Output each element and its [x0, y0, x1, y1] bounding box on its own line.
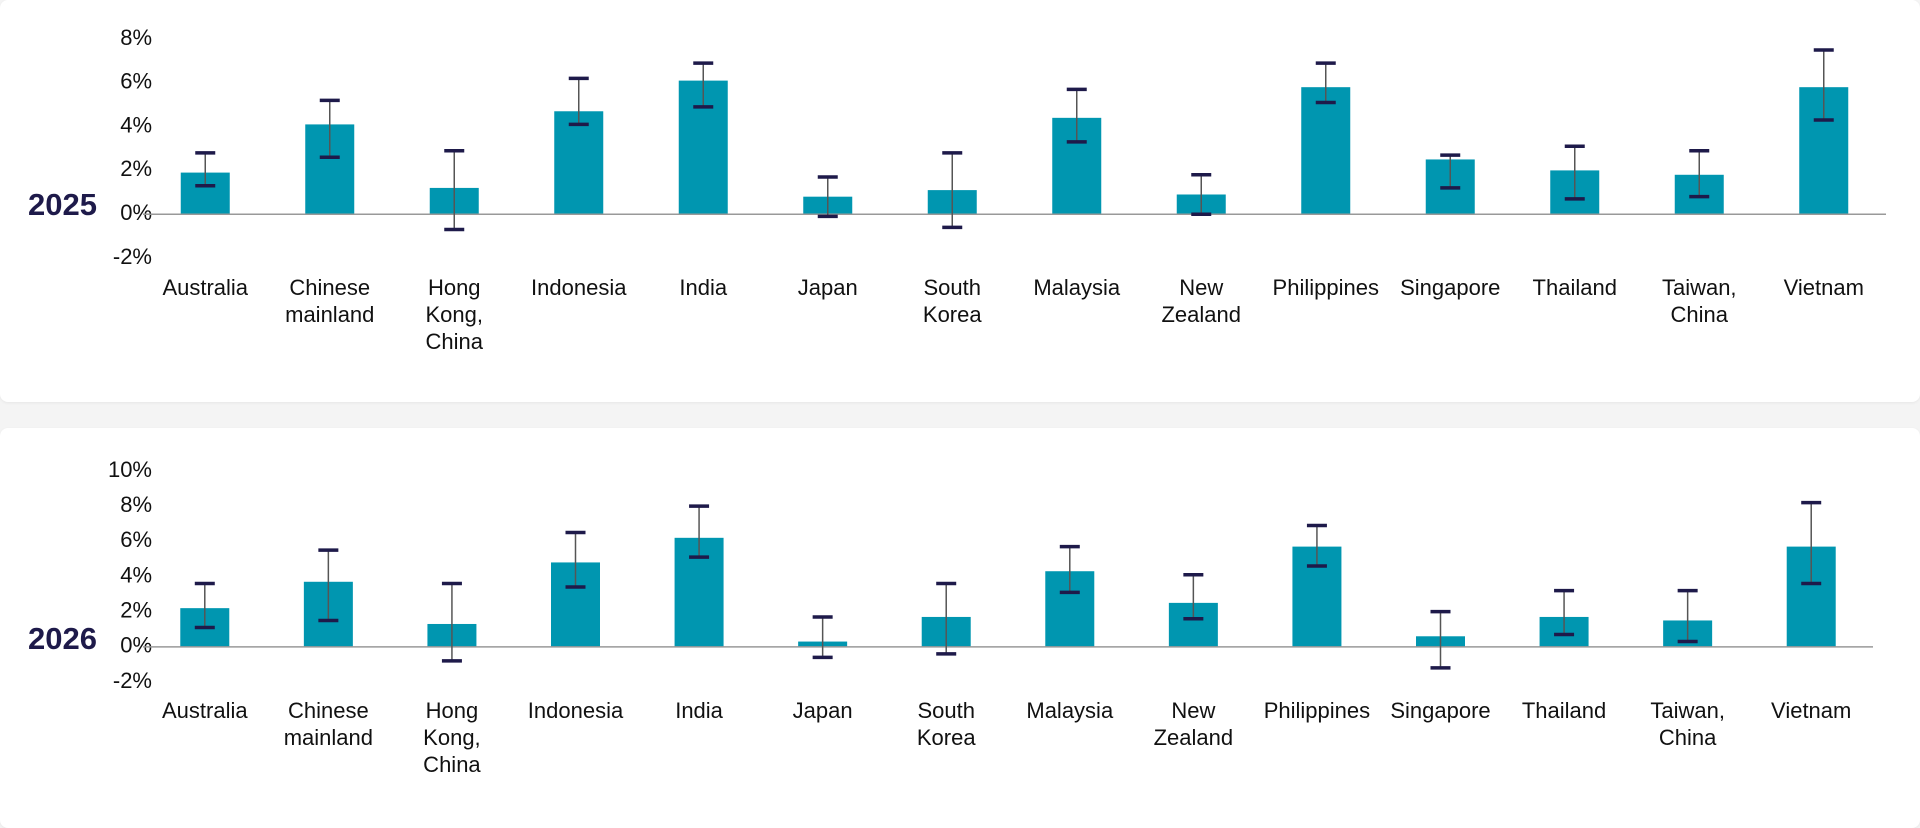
x-tick-label: Taiwan, China: [1650, 698, 1725, 750]
x-tick-label: Philippines: [1272, 275, 1379, 300]
x-tick-label: Australia: [161, 698, 248, 723]
y-tick-label: 6%: [120, 527, 152, 552]
x-tick-label: Singapore: [1390, 698, 1491, 723]
x-tick-label: South Korea: [916, 698, 976, 750]
x-tick-label: Hong Kong, China: [423, 698, 481, 777]
x-tick-label: India: [679, 275, 728, 300]
y-tick-label: 2%: [120, 156, 152, 181]
chart-card: -2% 0% 2% 4% 6% 8% 10% 2026 Australia Chinese mai…: [0, 428, 1920, 828]
bar: [1301, 87, 1351, 215]
y-tick-label: 0%: [120, 200, 152, 225]
x-tick-label: Singapore: [1400, 275, 1501, 300]
y-tick-label: 4%: [120, 112, 152, 137]
y-tick-label: 4%: [120, 562, 152, 587]
x-tick-label: Thailand: [1521, 698, 1607, 723]
x-tick-label: Thailand: [1532, 275, 1617, 300]
x-tick-label: New Zealand: [1161, 275, 1242, 327]
x-tick-label: Australia: [162, 275, 249, 300]
y-tick-label: 8%: [120, 25, 152, 50]
x-tick-label: Chinese mainland: [285, 275, 375, 327]
x-tick-label: Japan: [797, 275, 858, 300]
chart-title: 2025: [28, 187, 97, 222]
y-tick-label: 2%: [120, 597, 152, 622]
x-tick-label: Vietnam: [1771, 698, 1852, 723]
x-tick-label: Malaysia: [1033, 275, 1121, 300]
chart-title: 2026: [28, 621, 97, 656]
x-tick-label: Indonesia: [531, 275, 627, 300]
y-tick-label: 6%: [120, 69, 152, 94]
x-tick-label: India: [675, 698, 723, 723]
x-tick-label: Indonesia: [527, 698, 624, 723]
y-tick-label: -2%: [113, 668, 152, 693]
chart: -2% 0% 2% 4% 6% 8% 10%: [108, 457, 1873, 693]
bar: [554, 111, 604, 215]
y-tick-label: 10%: [108, 457, 152, 482]
y-tick-label: 0%: [120, 633, 152, 658]
x-tick-label: Hong Kong, China: [425, 275, 484, 354]
x-tick-label: Philippines: [1263, 698, 1371, 723]
x-tick-label: New Zealand: [1153, 698, 1234, 750]
chart: -2% 0% 2% 4% 6% 8%: [113, 25, 1886, 269]
x-tick-label: Malaysia: [1026, 698, 1114, 723]
y-tick-label: 8%: [120, 492, 152, 517]
x-tick-label: Taiwan, China: [1661, 275, 1737, 327]
x-tick-label: Chinese mainland: [283, 698, 373, 750]
x-tick-label: Vietnam: [1783, 275, 1864, 300]
chart-card: -2% 0% 2% 4% 6% 8% 2025 Australia Chinese mainla…: [0, 0, 1920, 402]
x-tick-label: South Korea: [922, 275, 982, 327]
y-tick-label: -2%: [113, 244, 152, 269]
x-tick-label: Japan: [792, 698, 853, 723]
